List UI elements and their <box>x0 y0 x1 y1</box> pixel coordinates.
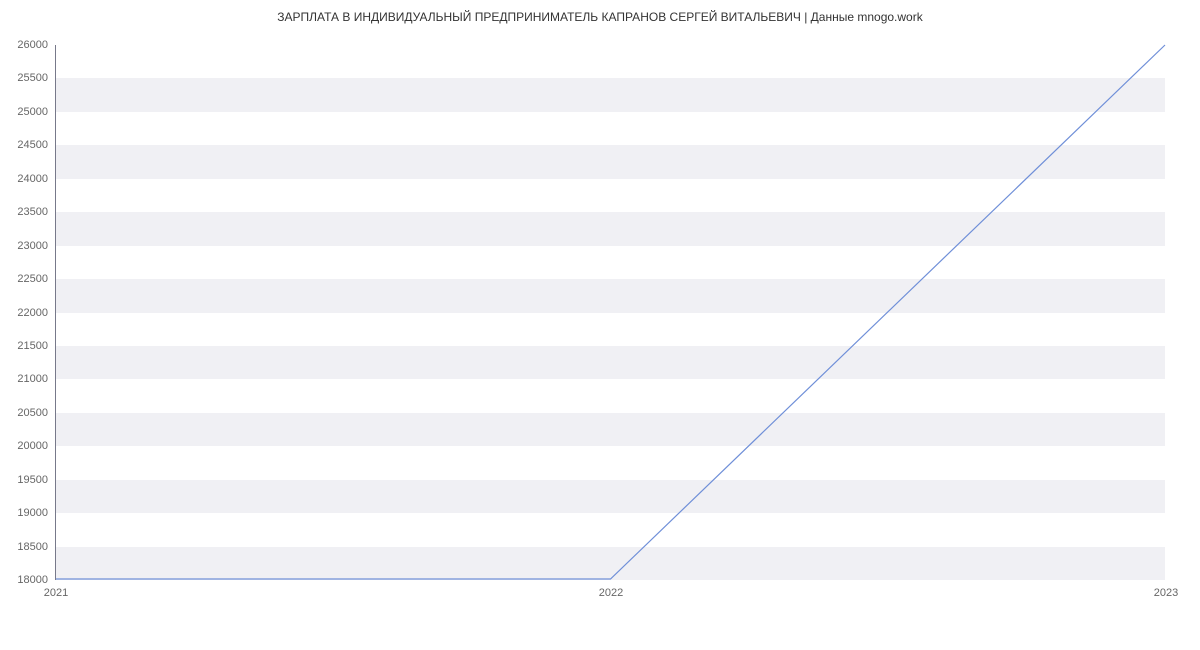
plot-area: 1800018500190001950020000205002100021500… <box>55 45 1165 580</box>
x-tick-label: 2021 <box>44 579 68 599</box>
chart-line-layer <box>56 45 1165 579</box>
y-tick-label: 20500 <box>17 407 56 419</box>
series-line <box>56 45 1165 579</box>
y-tick-label: 25000 <box>17 106 56 118</box>
x-tick-label: 2023 <box>1154 579 1178 599</box>
y-tick-label: 22000 <box>17 307 56 319</box>
y-tick-label: 18500 <box>17 541 56 553</box>
y-tick-label: 22500 <box>17 273 56 285</box>
salary-chart: ЗАРПЛАТА В ИНДИВИДУАЛЬНЫЙ ПРЕДПРИНИМАТЕЛ… <box>0 0 1200 650</box>
chart-title: ЗАРПЛАТА В ИНДИВИДУАЛЬНЫЙ ПРЕДПРИНИМАТЕЛ… <box>0 10 1200 24</box>
y-tick-label: 24500 <box>17 139 56 151</box>
y-tick-label: 25500 <box>17 72 56 84</box>
y-tick-label: 19000 <box>17 507 56 519</box>
y-tick-label: 24000 <box>17 173 56 185</box>
y-tick-label: 23500 <box>17 206 56 218</box>
y-tick-label: 21500 <box>17 340 56 352</box>
y-tick-label: 19500 <box>17 474 56 486</box>
y-tick-label: 20000 <box>17 440 56 452</box>
y-tick-label: 21000 <box>17 373 56 385</box>
x-tick-label: 2022 <box>599 579 623 599</box>
y-tick-label: 26000 <box>17 39 56 51</box>
y-tick-label: 23000 <box>17 240 56 252</box>
